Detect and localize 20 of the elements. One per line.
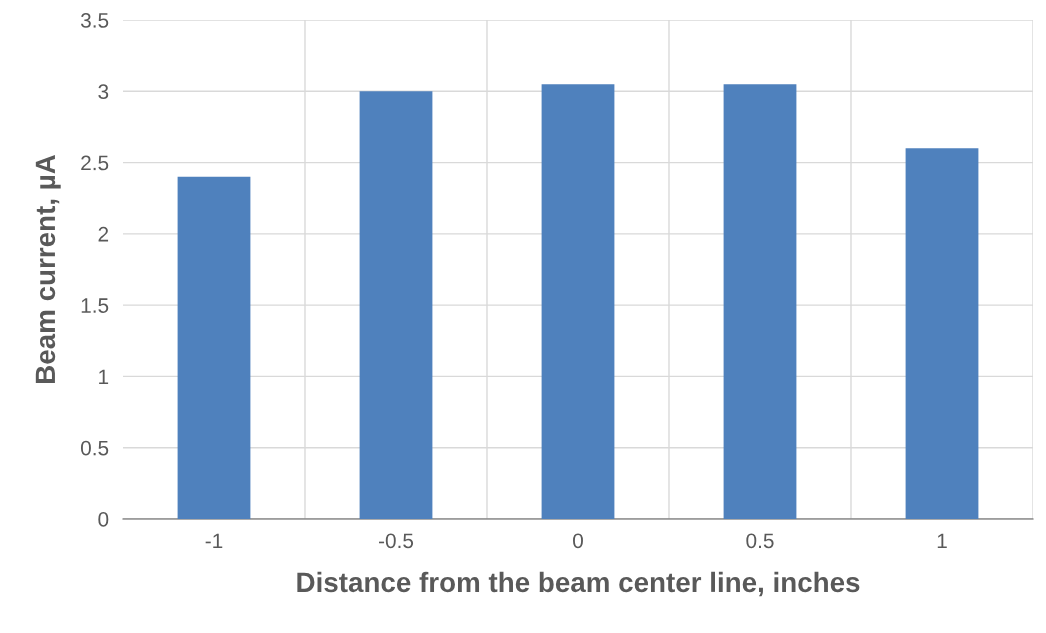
y-tick-label: 1.5 xyxy=(81,298,109,313)
x-tick-label: 0.5 xyxy=(746,533,774,549)
bar xyxy=(359,91,433,519)
x-axis-title: Distance from the beam center line, inches xyxy=(297,571,860,597)
y-tick-label: 0.5 xyxy=(80,440,109,456)
y-tick-label: 0 xyxy=(98,512,109,527)
y-tick-label: 3 xyxy=(98,84,109,100)
x-tick-label: 1 xyxy=(937,533,947,548)
bar xyxy=(905,148,979,519)
bar xyxy=(541,84,615,519)
y-tick-label: 3.5 xyxy=(80,13,109,28)
y-tick-label: 2.5 xyxy=(81,155,109,171)
y-tick-label: 1 xyxy=(99,369,109,384)
y-axis-title: Beam current, µA xyxy=(35,154,61,383)
bar xyxy=(723,84,797,519)
bar xyxy=(177,176,251,519)
y-tick-label: 2 xyxy=(98,226,109,242)
x-tick-label: -1 xyxy=(205,533,223,548)
x-tick-label: -0.5 xyxy=(378,533,414,549)
x-tick-label: 0 xyxy=(573,533,583,549)
